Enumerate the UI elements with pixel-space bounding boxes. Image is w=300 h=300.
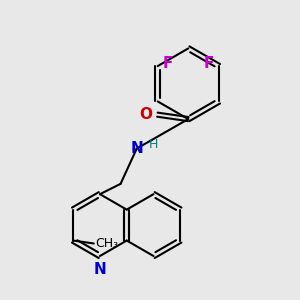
Text: N: N — [94, 262, 106, 278]
Text: CH₃: CH₃ — [95, 237, 119, 250]
Text: H: H — [149, 139, 158, 152]
Text: F: F — [163, 56, 173, 71]
Text: N: N — [130, 141, 143, 156]
Text: F: F — [203, 56, 214, 71]
Text: O: O — [140, 107, 152, 122]
